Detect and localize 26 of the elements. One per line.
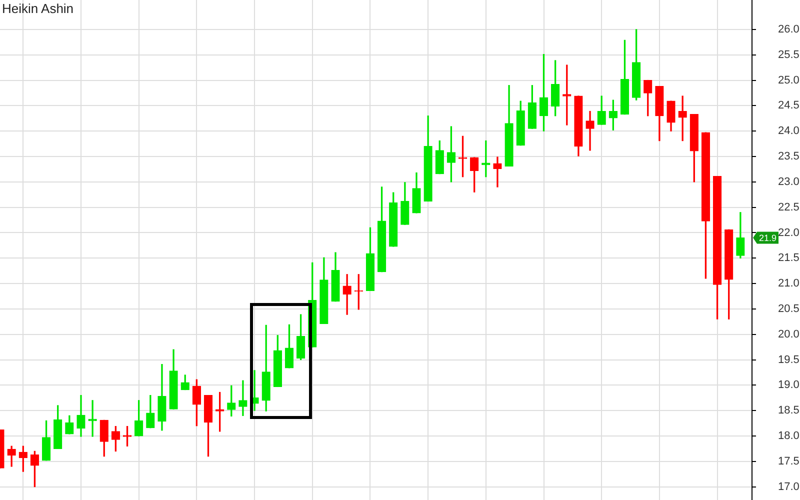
y-tick-label: 23.5 (778, 150, 800, 163)
y-tick-label: 24.5 (778, 100, 800, 112)
y-tick-label: 22.0 (778, 226, 800, 239)
y-tick-label: 20.5 (778, 302, 800, 315)
candlestick (238, 380, 248, 416)
candlestick (342, 274, 352, 315)
chart-title: Heikin Ashin (2, 1, 74, 16)
y-tick-label: 21.5 (778, 252, 800, 264)
y-tick-label: 18.0 (778, 430, 800, 442)
y-tick-label: 26.0 (778, 24, 800, 36)
text: 21.9 (759, 232, 777, 243)
y-tick-label: 21.0 (778, 278, 800, 290)
candlestick (586, 110, 594, 151)
y-tick-label: 19.5 (778, 354, 800, 366)
y-tick-label: 23.0 (778, 176, 800, 188)
candlestick (493, 156, 502, 188)
candlestick (88, 400, 97, 437)
y-tick-label: 20.0 (778, 328, 800, 340)
y-tick-label: 22.5 (778, 201, 800, 214)
y-tick-label: 17.0 (778, 480, 800, 493)
y-tick-label: 19.0 (778, 379, 800, 392)
y-tick-label: 18.5 (778, 404, 800, 417)
y-tick-label: 24.0 (778, 125, 800, 138)
y-tick-label: 25.0 (778, 74, 800, 86)
y-tick-label: 17.5 (778, 455, 800, 468)
y-tick-label: 25.5 (778, 48, 800, 61)
